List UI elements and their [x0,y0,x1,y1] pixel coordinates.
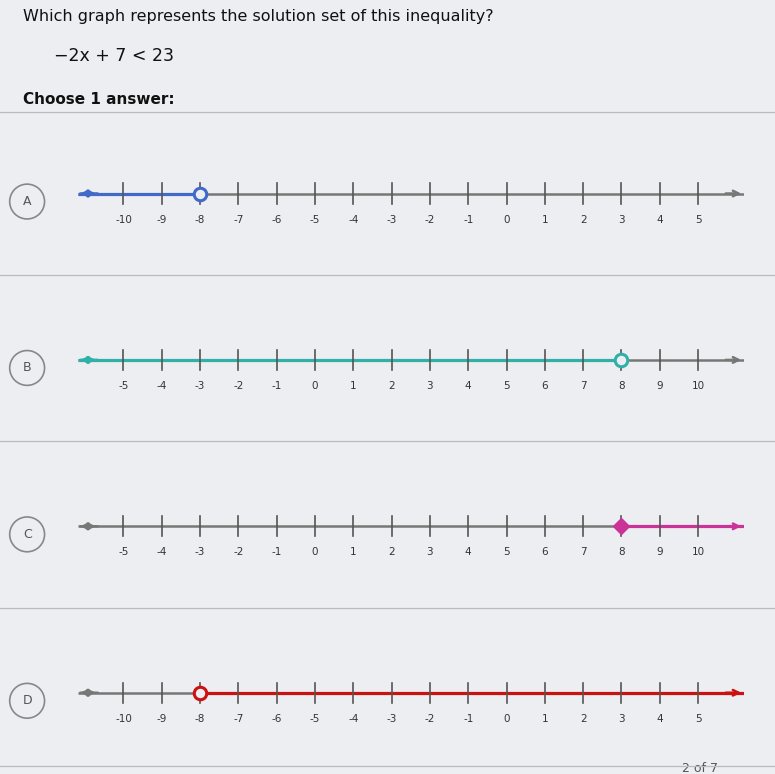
Text: 5: 5 [503,381,510,391]
Text: -7: -7 [233,214,243,224]
Text: -9: -9 [157,214,167,224]
Text: 7: 7 [580,381,587,391]
Text: −2x + 7 < 23: −2x + 7 < 23 [54,47,174,65]
Text: -1: -1 [271,381,282,391]
Text: 5: 5 [694,214,701,224]
Text: B: B [22,361,32,375]
Text: -3: -3 [387,714,397,724]
Text: 0: 0 [503,714,510,724]
Text: 3: 3 [618,214,625,224]
Text: 5: 5 [503,547,510,557]
Text: D: D [22,694,32,707]
Text: 3: 3 [426,381,433,391]
Text: -9: -9 [157,714,167,724]
Text: -1: -1 [463,714,474,724]
Text: -8: -8 [195,714,205,724]
Text: Which graph represents the solution set of this inequality?: Which graph represents the solution set … [23,9,494,24]
Text: -5: -5 [310,214,320,224]
Text: Choose 1 answer:: Choose 1 answer: [23,92,175,107]
Text: 10: 10 [691,381,704,391]
Text: -5: -5 [310,714,320,724]
Text: 9: 9 [656,547,663,557]
Text: 8: 8 [618,547,625,557]
Text: -8: -8 [195,214,205,224]
Text: 1: 1 [542,214,548,224]
Text: -10: -10 [115,214,132,224]
Text: -4: -4 [348,714,359,724]
Text: -7: -7 [233,714,243,724]
Text: -4: -4 [348,214,359,224]
Text: -6: -6 [271,714,282,724]
Text: 2 of 7: 2 of 7 [682,762,718,774]
Text: 1: 1 [350,547,356,557]
Text: 1: 1 [542,714,548,724]
Text: 10: 10 [691,547,704,557]
Text: -10: -10 [115,714,132,724]
Text: -2: -2 [233,381,243,391]
Text: 7: 7 [580,547,587,557]
Text: 6: 6 [542,381,548,391]
Text: -5: -5 [119,381,129,391]
Text: 0: 0 [312,381,319,391]
Text: -5: -5 [119,547,129,557]
Text: 0: 0 [503,214,510,224]
Text: 6: 6 [542,547,548,557]
Text: -1: -1 [271,547,282,557]
Text: 8: 8 [618,381,625,391]
Text: 4: 4 [656,714,663,724]
Text: -2: -2 [425,714,435,724]
Text: 3: 3 [426,547,433,557]
Text: -4: -4 [157,547,167,557]
Text: 9: 9 [656,381,663,391]
Text: 2: 2 [388,381,395,391]
Text: 3: 3 [618,714,625,724]
Text: 1: 1 [350,381,356,391]
Text: -6: -6 [271,214,282,224]
Text: -2: -2 [233,547,243,557]
Text: -3: -3 [387,214,397,224]
Text: 5: 5 [694,714,701,724]
Text: 2: 2 [388,547,395,557]
Text: 4: 4 [656,214,663,224]
Text: -3: -3 [195,381,205,391]
Text: -3: -3 [195,547,205,557]
Text: 4: 4 [465,547,471,557]
Text: 0: 0 [312,547,319,557]
Text: -2: -2 [425,214,435,224]
Text: 2: 2 [580,714,587,724]
Text: A: A [23,195,31,208]
Text: -4: -4 [157,381,167,391]
Text: 4: 4 [465,381,471,391]
Text: 2: 2 [580,214,587,224]
Text: -1: -1 [463,214,474,224]
Text: C: C [22,528,32,541]
